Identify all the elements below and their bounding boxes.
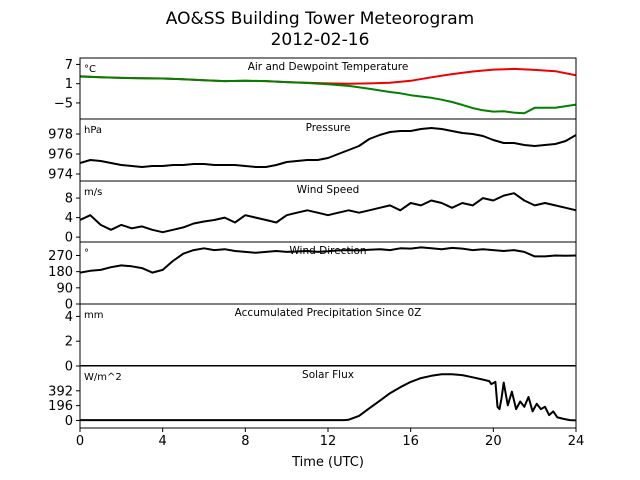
x-tick-label: 24 bbox=[568, 434, 585, 449]
y-tick-label: 196 bbox=[48, 399, 73, 414]
panel-wind_speed: 8 4 0 m/s Wind Speed bbox=[65, 180, 577, 246]
y-tick-label: 974 bbox=[48, 168, 73, 183]
panel-title: Pressure bbox=[306, 122, 351, 134]
y-tick-label: 270 bbox=[48, 249, 73, 264]
y-tick-label: 8 bbox=[65, 192, 73, 207]
y-tick-label: −5 bbox=[54, 96, 73, 111]
y-tick-label: 0 bbox=[65, 298, 73, 313]
y-tick-label: 392 bbox=[48, 384, 73, 399]
series-line-dewpoint bbox=[80, 75, 576, 115]
y-tick-label: 4 bbox=[65, 211, 73, 226]
panel-unit-label: °C bbox=[84, 64, 96, 75]
x-axis: 0 4 8 12 16 20 24 bbox=[76, 428, 584, 449]
panel-pressure: 978 976 974 hPa Pressure bbox=[48, 118, 577, 183]
x-axis-label: Time (UTC) bbox=[291, 455, 364, 470]
panels-group: 7 1 −5 °C Air and Dewpoint Temperature 978 976… bbox=[48, 57, 577, 429]
panel-temp: 7 1 −5 °C Air and Dewpoint Temperature bbox=[54, 57, 577, 120]
y-tick-label: 978 bbox=[48, 128, 73, 143]
panel-unit-label: mm bbox=[84, 310, 103, 321]
x-tick-label: 0 bbox=[76, 434, 84, 449]
panel-unit-label: ° bbox=[84, 248, 89, 259]
panel-title: Solar Flux bbox=[302, 369, 354, 381]
y-tick-label: 2 bbox=[65, 335, 73, 350]
chart-title-line1: AO&SS Building Tower Meteorogram bbox=[166, 9, 474, 29]
series-line-solar bbox=[80, 373, 576, 422]
x-tick-label: 16 bbox=[402, 434, 419, 449]
panel-unit-label: hPa bbox=[84, 125, 102, 136]
x-tick-label: 20 bbox=[485, 434, 502, 449]
series-line-pressure bbox=[80, 127, 576, 168]
chart-title-line2: 2012-02-16 bbox=[271, 30, 370, 50]
y-tick-label: 7 bbox=[65, 58, 73, 73]
panel-title: Wind Direction bbox=[289, 245, 366, 257]
panel-unit-label: W/m^2 bbox=[84, 372, 122, 383]
series-line-wind_direction bbox=[80, 246, 576, 274]
panel-unit-label: m/s bbox=[84, 187, 102, 198]
y-tick-label: 180 bbox=[48, 265, 73, 280]
y-tick-label: 0 bbox=[65, 360, 73, 375]
panel-title: Accumulated Precipitation Since 0Z bbox=[235, 307, 422, 319]
series-line-wind_speed bbox=[80, 192, 576, 234]
y-tick-label: 0 bbox=[65, 414, 73, 429]
y-tick-label: 0 bbox=[65, 231, 73, 246]
x-tick-label: 12 bbox=[320, 434, 337, 449]
panel-title: Wind Speed bbox=[297, 184, 360, 196]
panel-title: Air and Dewpoint Temperature bbox=[248, 61, 409, 73]
y-tick-label: 1 bbox=[65, 77, 73, 92]
x-tick-label: 4 bbox=[159, 434, 167, 449]
y-tick-label: 4 bbox=[65, 310, 73, 325]
y-tick-label: 90 bbox=[56, 281, 73, 296]
y-tick-label: 976 bbox=[48, 148, 73, 163]
x-tick-label: 8 bbox=[241, 434, 249, 449]
